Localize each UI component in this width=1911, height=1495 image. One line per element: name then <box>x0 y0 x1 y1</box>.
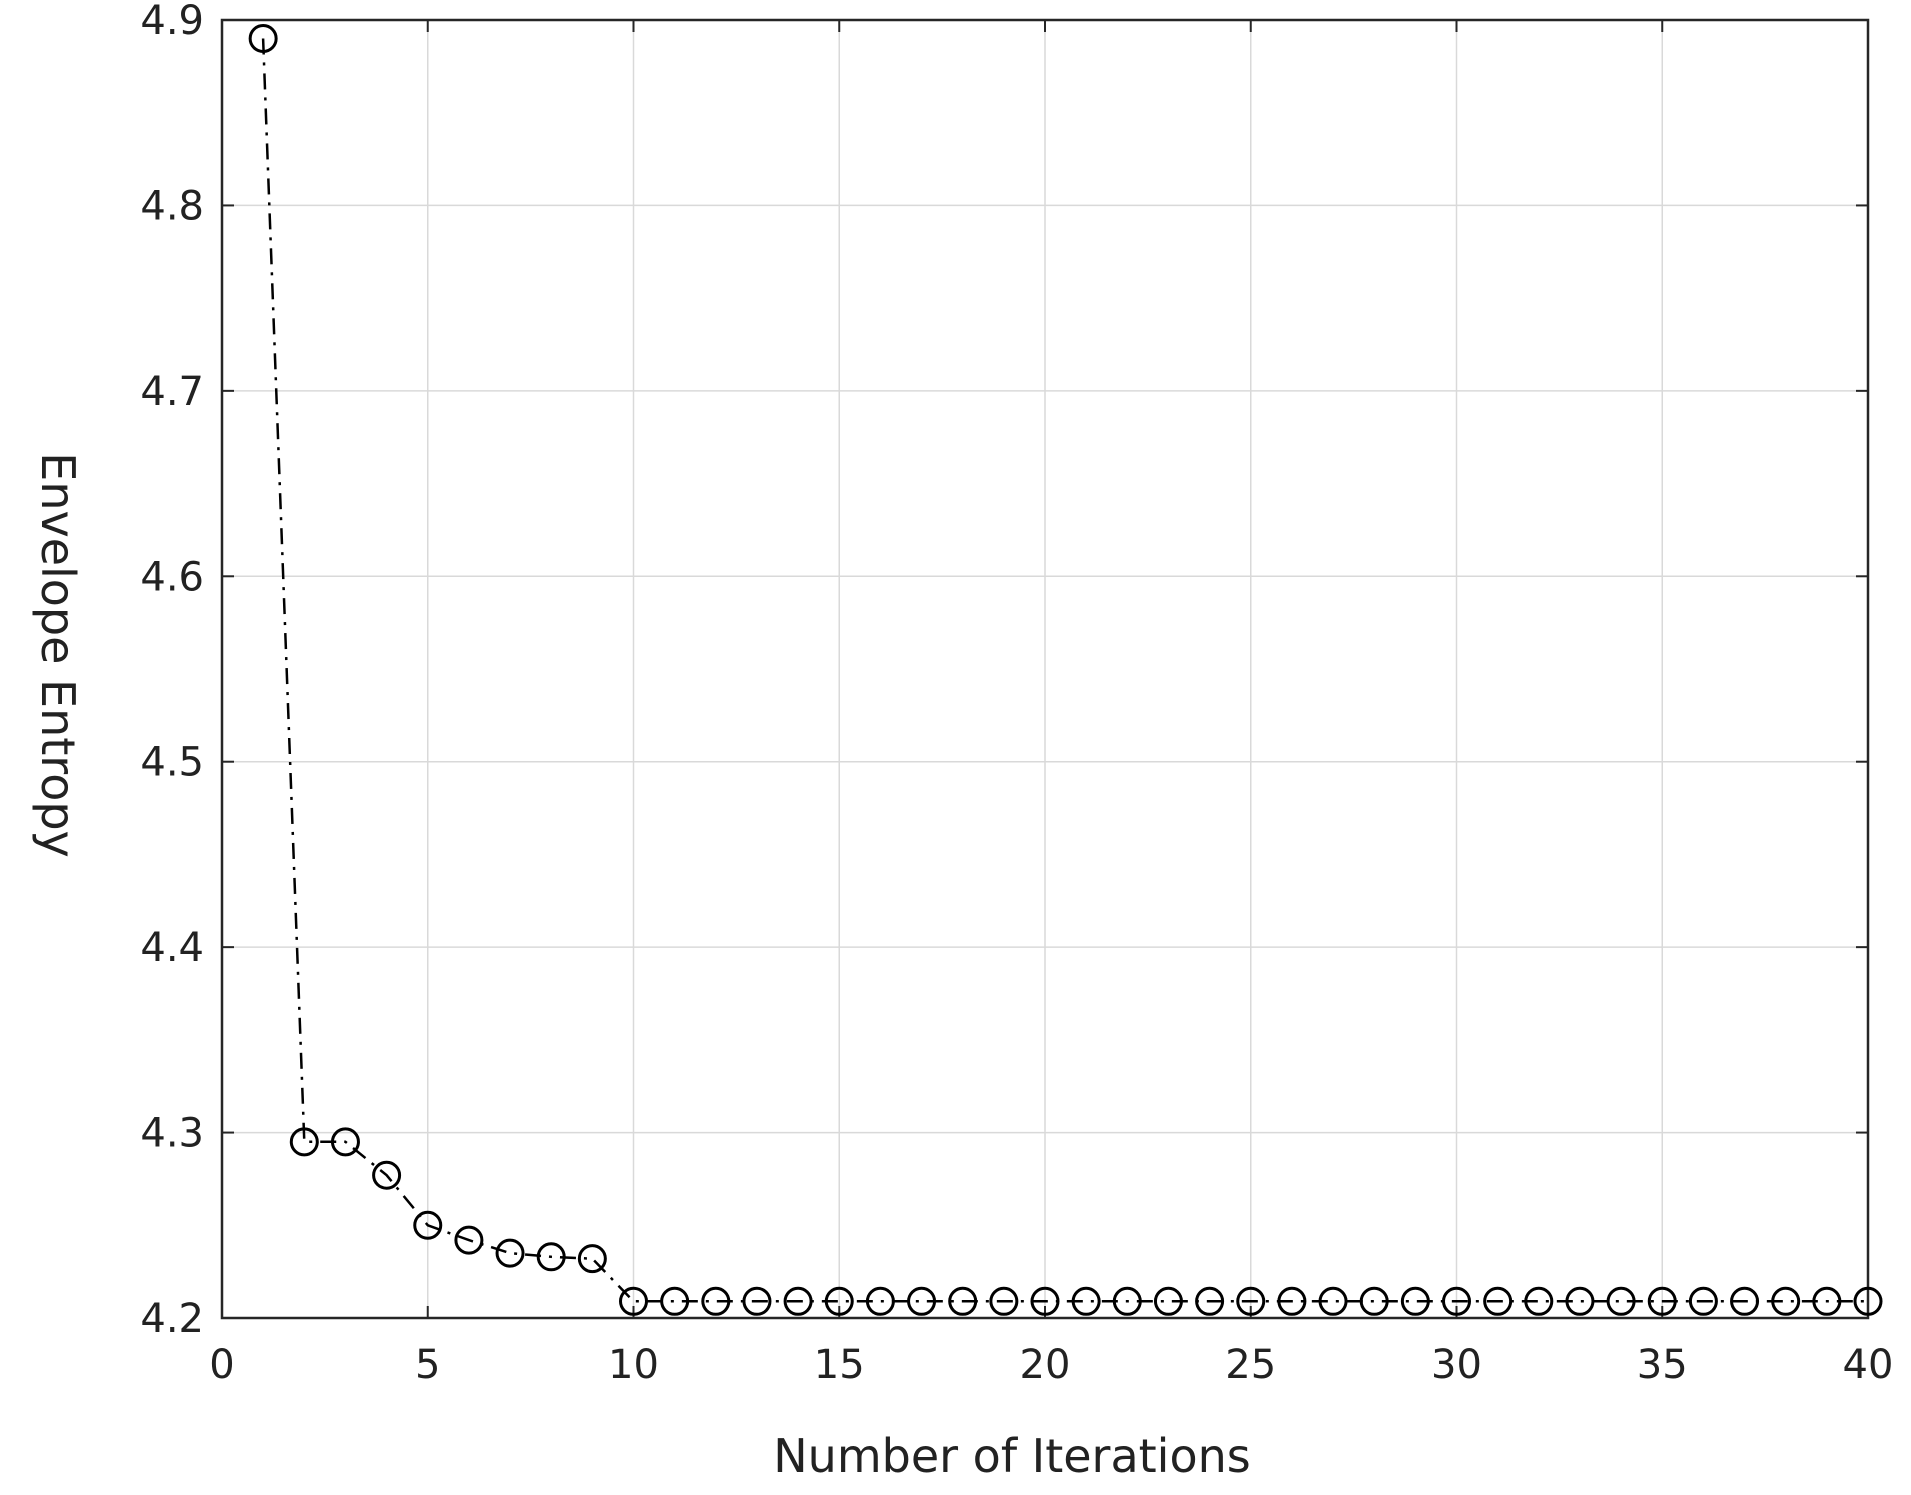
data-point-marker <box>1771 1286 1801 1316</box>
data-point-marker <box>1647 1286 1677 1316</box>
data-point-marker <box>989 1286 1019 1316</box>
data-point-marker <box>1606 1286 1636 1316</box>
y-tick-label: 4.8 <box>140 183 204 229</box>
y-tick-label: 4.5 <box>140 740 204 786</box>
x-tick-label: 40 <box>1843 1342 1894 1388</box>
x-tick-label: 10 <box>608 1342 659 1388</box>
data-point-marker <box>1359 1286 1389 1316</box>
y-tick-label: 4.6 <box>140 554 204 600</box>
x-tick-label: 25 <box>1225 1342 1276 1388</box>
data-point-marker <box>495 1238 525 1268</box>
data-point-marker <box>1524 1286 1554 1316</box>
data-point-marker <box>1153 1286 1183 1316</box>
data-point-marker <box>1400 1286 1430 1316</box>
data-series <box>248 24 1883 1316</box>
data-point-marker <box>413 1210 443 1240</box>
data-point-marker <box>248 24 278 54</box>
data-point-marker <box>1112 1286 1142 1316</box>
data-point-marker <box>536 1242 566 1272</box>
x-axis-label: Number of Iterations <box>773 1429 1250 1483</box>
data-point-marker <box>1195 1286 1225 1316</box>
data-point-marker <box>783 1286 813 1316</box>
data-point-marker <box>454 1225 484 1255</box>
data-point-marker <box>660 1286 690 1316</box>
data-point-marker <box>824 1286 854 1316</box>
y-tick-label: 4.4 <box>140 925 204 971</box>
y-tick-label: 4.9 <box>140 0 204 44</box>
data-point-marker <box>701 1286 731 1316</box>
data-point-marker <box>289 1127 319 1157</box>
data-point-marker <box>1812 1286 1842 1316</box>
data-point-marker <box>577 1244 607 1274</box>
y-tick-label: 4.3 <box>140 1111 204 1157</box>
axes <box>220 18 1870 1320</box>
data-point-marker <box>1730 1286 1760 1316</box>
data-point-marker <box>865 1286 895 1316</box>
data-point-marker <box>619 1286 648 1316</box>
data-point-marker <box>1277 1286 1307 1316</box>
data-point-marker <box>742 1286 772 1316</box>
data-point-marker <box>330 1127 360 1157</box>
y-tick-label: 4.2 <box>140 1296 204 1342</box>
tick-labels: 0 5 10 15 20 25 30 35 40 4.2 4.3 4.4 4.5 4.6 4.7 4.8 4.9 <box>140 0 1893 1388</box>
x-tick-label: 15 <box>814 1342 865 1388</box>
x-tick-label: 35 <box>1637 1342 1688 1388</box>
data-point-marker <box>1853 1286 1883 1316</box>
data-point-marker <box>1030 1286 1060 1316</box>
x-tick-label: 30 <box>1431 1342 1482 1388</box>
x-tick-label: 0 <box>209 1342 234 1388</box>
x-tick-label: 5 <box>415 1342 440 1388</box>
data-point-marker <box>907 1286 937 1316</box>
series-line <box>261 38 1868 1303</box>
data-point-marker <box>1565 1286 1595 1316</box>
data-point-marker <box>1318 1286 1348 1316</box>
data-point-marker <box>1483 1286 1513 1316</box>
x-tick-label: 20 <box>1020 1342 1071 1388</box>
data-point-marker <box>1071 1286 1101 1316</box>
y-tick-label: 4.7 <box>140 369 204 415</box>
data-point-marker <box>1236 1286 1266 1316</box>
data-point-marker <box>1688 1286 1718 1316</box>
data-point-marker <box>1442 1286 1471 1316</box>
data-point-marker <box>372 1160 402 1190</box>
y-axis-label: Envelope Entropy <box>31 452 85 858</box>
data-point-marker <box>948 1286 978 1316</box>
